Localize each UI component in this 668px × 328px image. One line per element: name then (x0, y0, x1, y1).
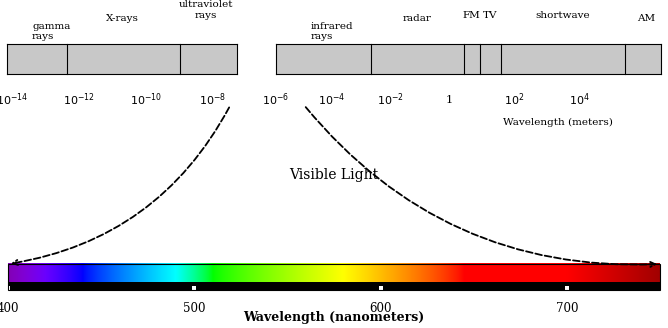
Text: Wavelength (nanometers): Wavelength (nanometers) (243, 311, 425, 324)
Text: $10^{-10}$: $10^{-10}$ (130, 92, 162, 108)
Text: 700: 700 (556, 302, 578, 316)
Text: AM: AM (637, 14, 655, 23)
Bar (8, 282, 660, 290)
Bar (565, 286, 569, 290)
Text: $10^{-6}$: $10^{-6}$ (263, 92, 289, 108)
Text: 1: 1 (446, 95, 452, 105)
Text: radar: radar (402, 14, 432, 23)
Text: $10^{-12}$: $10^{-12}$ (63, 92, 95, 108)
Text: Visible Light: Visible Light (289, 169, 379, 182)
Text: $10^{-2}$: $10^{-2}$ (377, 92, 404, 108)
Text: Wavelength (meters): Wavelength (meters) (503, 118, 613, 127)
Text: ultraviolet
rays: ultraviolet rays (178, 0, 233, 20)
Bar (7, 44, 661, 74)
FancyArrowPatch shape (306, 107, 655, 267)
Text: $10^{2}$: $10^{2}$ (504, 92, 524, 108)
Text: shortwave: shortwave (536, 11, 591, 20)
Bar (8, 264, 660, 290)
Bar (237, 44, 276, 74)
Text: X-rays: X-rays (106, 14, 139, 23)
Bar (379, 286, 383, 290)
Text: gamma
rays: gamma rays (32, 22, 70, 41)
Text: infrared
rays: infrared rays (311, 22, 353, 41)
FancyArrowPatch shape (13, 107, 229, 265)
Text: 400: 400 (0, 302, 19, 316)
Text: $10^{-4}$: $10^{-4}$ (319, 92, 345, 108)
Text: $10^{-14}$: $10^{-14}$ (0, 92, 28, 108)
Bar (6, 286, 10, 290)
Text: 600: 600 (369, 302, 392, 316)
Text: $10^{-8}$: $10^{-8}$ (199, 92, 226, 108)
Text: $10^{4}$: $10^{4}$ (569, 92, 591, 108)
Text: TV: TV (483, 11, 498, 20)
Text: 500: 500 (183, 302, 206, 316)
Bar (192, 286, 196, 290)
Text: FM: FM (463, 11, 480, 20)
